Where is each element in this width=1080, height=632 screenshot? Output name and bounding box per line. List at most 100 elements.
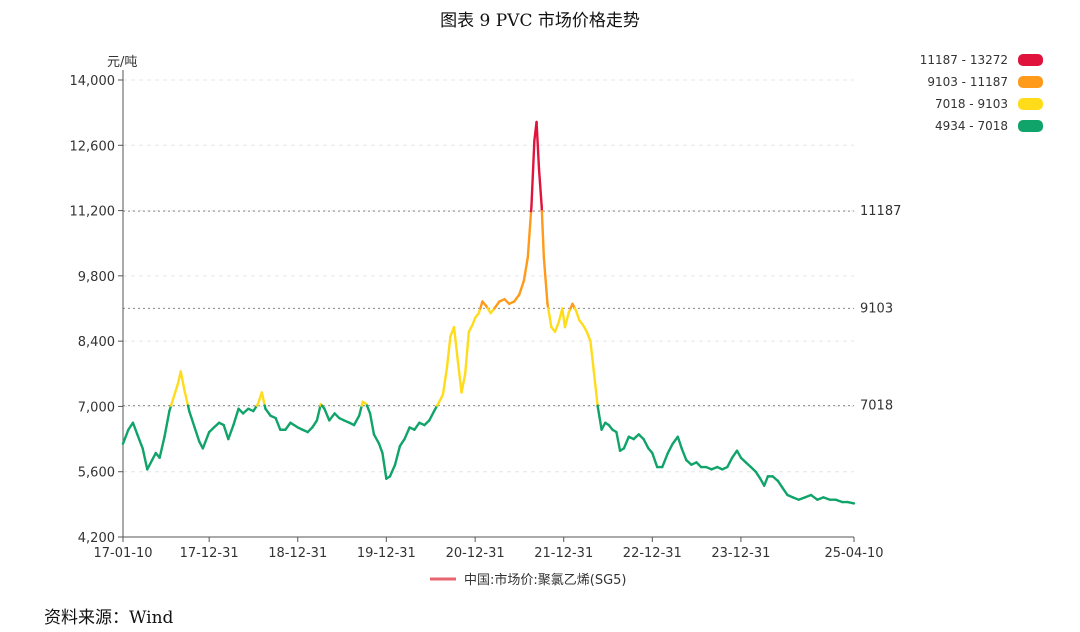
series-segment	[393, 444, 402, 466]
series-segment	[592, 372, 599, 407]
visual-map-swatch	[1018, 76, 1043, 88]
series-segment	[441, 367, 448, 396]
y-tick-label: 7,000	[78, 400, 115, 415]
series-segment	[518, 279, 526, 296]
series-segment	[150, 451, 157, 462]
y-tick-label: 14,000	[70, 74, 116, 89]
series-segment	[809, 493, 819, 501]
series-legend-label: 中国:市场价:聚氯乙烯(SG5)	[464, 572, 627, 588]
series-segment	[467, 323, 474, 334]
series-segment	[352, 414, 361, 427]
y-tick-label: 11,200	[70, 205, 116, 220]
series-segment	[542, 256, 549, 306]
series-segment	[131, 421, 139, 436]
y-tick-label: 9,800	[78, 270, 115, 285]
y-tick-label: 8,400	[78, 335, 115, 350]
series-segment	[232, 407, 240, 427]
series-segment	[428, 409, 436, 422]
series-segment	[311, 419, 319, 429]
series-legend[interactable]: 中国:市场价:聚氯乙烯(SG5)	[430, 572, 627, 588]
series-segment	[563, 311, 570, 329]
series-segment	[183, 388, 190, 407]
series-segment	[163, 409, 171, 438]
series-segment	[260, 391, 266, 407]
visual-map-swatch	[1018, 98, 1043, 110]
y-unit-label: 元/吨	[107, 55, 137, 70]
series-segment	[284, 421, 292, 431]
series-segment	[585, 330, 592, 343]
series-segment	[622, 435, 630, 450]
series-segment	[676, 435, 683, 450]
series-segment	[413, 421, 421, 431]
series-segment	[222, 423, 230, 441]
visual-map-swatch	[1018, 54, 1043, 66]
series-segment	[547, 307, 553, 329]
x-tick-label: 20-12-31	[446, 546, 505, 561]
series-segment	[776, 479, 784, 490]
series-segment	[464, 330, 471, 375]
series-segment	[642, 437, 650, 450]
series-segment	[540, 209, 546, 259]
visual-map-label: 7018 - 9103	[935, 97, 1008, 111]
x-axis: 17-01-10 17-12-31 18-12-31 19-12-31 20-12-31…	[93, 536, 884, 561]
series-segment	[561, 307, 567, 329]
y-tick-label: 12,600	[70, 139, 116, 154]
series-segment	[456, 358, 463, 394]
series-segment	[452, 325, 459, 361]
x-tick-label: 21-12-31	[534, 546, 593, 561]
series-segment	[471, 316, 477, 327]
x-tick-label: 18-12-31	[268, 546, 327, 561]
series-segment	[581, 323, 588, 334]
grid-lines	[123, 79, 854, 473]
y-axis: 4,200 5,600 7,000 8,400 9,800 11,200 12,600 14,…	[70, 70, 124, 546]
series-segment	[121, 428, 130, 445]
series-segment	[735, 449, 743, 459]
chart-title: 图表 9 PVC 市场价格走势	[440, 11, 640, 31]
series-segment	[438, 393, 445, 403]
visual-map-legend[interactable]: 11187 - 13272 9103 - 11187 7018 - 9103 4934…	[920, 53, 1043, 133]
series-segment	[169, 393, 176, 407]
series-segment	[600, 421, 607, 431]
series-segment	[372, 433, 381, 445]
series-segment	[666, 442, 674, 455]
series-segment	[596, 405, 603, 431]
series-segment	[388, 463, 397, 478]
series-segment	[730, 449, 739, 459]
series-segment	[289, 421, 299, 429]
series-segment	[754, 470, 762, 480]
series-segment	[530, 139, 536, 208]
visual-map-label: 11187 - 13272	[920, 53, 1008, 67]
source-note: 资料来源：Wind	[44, 608, 174, 628]
series-segment	[615, 430, 622, 452]
mark-lines: 11187 9103 7018	[123, 204, 901, 414]
mark-line-label: 11187	[860, 204, 901, 219]
series-segment	[526, 209, 533, 259]
x-tick-label: 23-12-31	[711, 546, 770, 561]
mark-line-label: 7018	[860, 399, 893, 414]
series-segment	[173, 381, 180, 396]
x-tick-label: 22-12-31	[623, 546, 682, 561]
series-segment	[136, 433, 144, 450]
visual-map-label: 9103 - 11187	[927, 75, 1008, 89]
mark-line-label: 9103	[860, 301, 893, 316]
series-segment	[553, 321, 560, 334]
series-segment	[398, 437, 406, 448]
series-segment	[781, 486, 789, 497]
series-segment	[315, 404, 322, 422]
pvc-price-chart: 元/吨 11187 9103 7018 4,200 5,600 7,000 8,400 9,…	[70, 53, 1043, 588]
series-segment	[460, 372, 467, 394]
x-tick-label: 25-04-10	[824, 546, 883, 561]
series-segment	[357, 404, 363, 417]
series-segment	[574, 309, 581, 322]
x-tick-label: 17-01-10	[93, 546, 152, 561]
series-segment	[537, 167, 543, 208]
series-segment	[445, 335, 452, 371]
series-segment	[323, 407, 331, 422]
series-segment	[146, 458, 154, 471]
series-segment	[188, 409, 196, 429]
visual-map-label: 4934 - 7018	[935, 119, 1008, 133]
series-segment	[589, 339, 596, 375]
series-segment	[328, 412, 336, 422]
series-segment	[381, 451, 388, 480]
series-segment	[680, 447, 688, 462]
